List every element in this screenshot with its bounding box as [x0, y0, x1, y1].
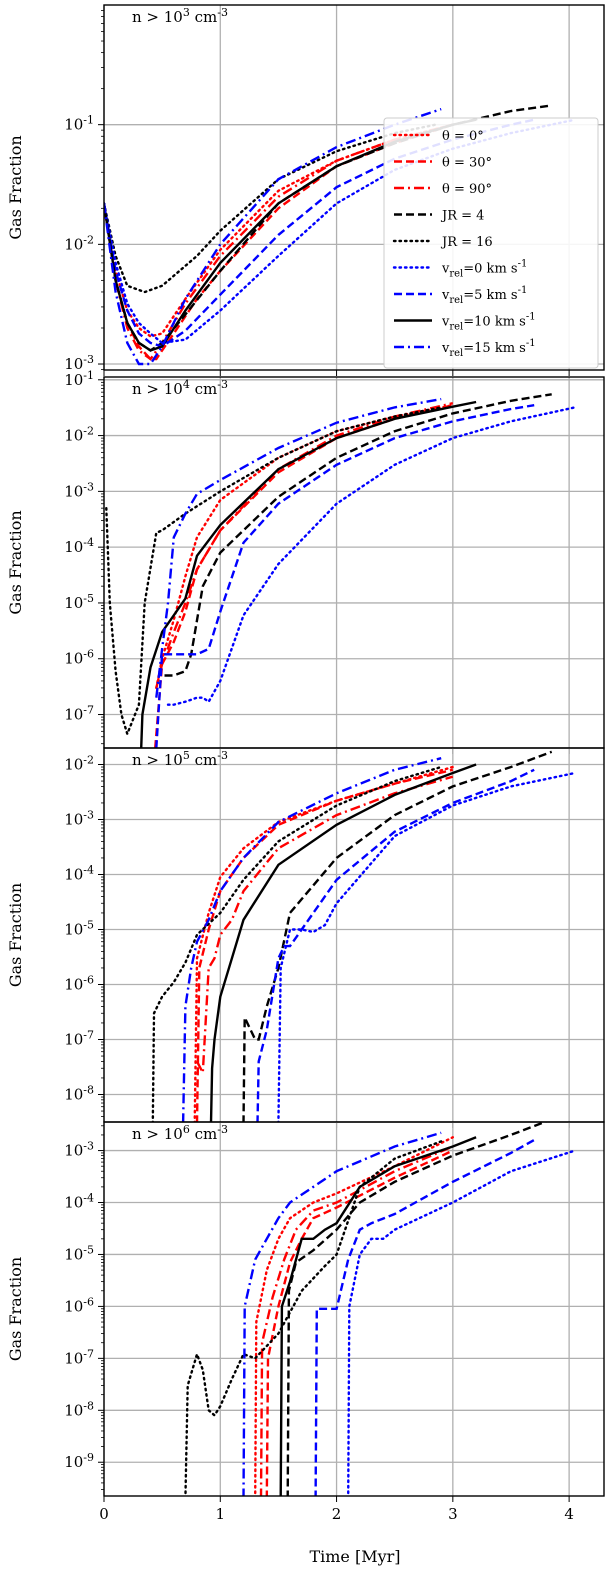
- x-tick-label: 0: [99, 1505, 109, 1523]
- y-tick-label: 10-6: [64, 648, 94, 668]
- y-tick-label: 10-9: [64, 1451, 94, 1471]
- panel-3: 10-8 10-7 10-6 10-5 10-4 10-3 10-2 n > 105 cm-3…: [6, 747, 605, 1128]
- series-group: [151, 750, 577, 1122]
- y-tick-label: 10-8: [64, 1399, 94, 1419]
- y-tick-label: 10-1: [64, 114, 94, 134]
- series-line-9: [155, 397, 442, 698]
- panel-title: n > 103 cm-3: [132, 6, 228, 26]
- series-line-6: [166, 406, 577, 706]
- panel-4: 10-9 10-8 10-7 10-6 10-5 10-4 10-3 0 1 2 3 4 n > 106…: [6, 1121, 605, 1523]
- legend-label: vrel=10 km s-1: [441, 312, 536, 333]
- legend-label: JR = 4: [440, 209, 484, 224]
- x-tick-label: 3: [448, 1505, 458, 1523]
- y-tick-label: 10-3: [64, 1140, 94, 1160]
- legend-label: θ = 90°: [442, 182, 492, 197]
- series-line-1: [254, 1136, 454, 1496]
- y-tick-label: 10-5: [64, 1243, 94, 1263]
- grid: [103, 1122, 604, 1496]
- y-tick-label: 10-2: [64, 233, 94, 253]
- legend-label: θ = 30°: [442, 156, 492, 171]
- chart-panels: 10-3 10-2 10-1 n > 103 cm-3 Gas Fraction θ = …: [6, 4, 605, 1523]
- x-axis-label: Time [Myr]: [309, 1547, 400, 1566]
- series-line-1: [104, 123, 454, 338]
- series-group: [105, 393, 577, 748]
- y-axis-label: Gas Fraction: [6, 883, 25, 987]
- y-tick-label: 10-3: [64, 480, 94, 500]
- y-tick-label: 10-5: [64, 592, 94, 612]
- y-tick-label: 10-7: [64, 704, 94, 724]
- y-tick-label: 10-5: [64, 919, 94, 939]
- y-tick-label: 10-4: [64, 864, 94, 884]
- y-tick-label: 10-6: [64, 974, 94, 994]
- x-tick-label: 2: [332, 1505, 342, 1523]
- panel-frame: [103, 1121, 605, 1497]
- series-line-3: [195, 775, 454, 1078]
- y-axis-label: Gas Fraction: [6, 1257, 25, 1361]
- series-line-4: [164, 393, 552, 677]
- series-line-9: [242, 1131, 442, 1496]
- y-tick-label: 10-2: [64, 425, 94, 445]
- series-line-3: [259, 1145, 454, 1496]
- series-line-4: [286, 1122, 549, 1496]
- x-tick-label: 4: [564, 1505, 574, 1523]
- y-tick-label: 10-4: [64, 1192, 94, 1212]
- legend-label: vrel=15 km s-1: [441, 338, 536, 359]
- legend-label: vrel=5 km s-1: [441, 285, 527, 306]
- panel-title: n > 105 cm-3: [132, 749, 228, 769]
- series-group: [184, 1122, 577, 1496]
- series-line-5: [184, 1140, 443, 1496]
- panel-2: 10-7 10-6 10-5 10-4 10-3 10-2 10-1 n > 104 cm-3…: [6, 369, 605, 754]
- y-tick-label: 10-2: [64, 754, 94, 774]
- panel-title: n > 106 cm-3: [132, 1123, 228, 1143]
- legend-label: θ = 0°: [442, 129, 484, 144]
- series-line-1: [193, 765, 454, 1122]
- series-line-7: [155, 404, 535, 748]
- panel-frame: [103, 4, 605, 371]
- y-axis-label: Gas Fraction: [6, 135, 25, 239]
- legend-box: [383, 117, 599, 369]
- y-tick-label: 10-7: [64, 1029, 94, 1049]
- series-line-5: [105, 406, 443, 738]
- y-axis-label: Gas Fraction: [6, 510, 25, 614]
- series-line-8: [279, 1136, 477, 1496]
- series-line-7: [314, 1138, 535, 1496]
- series-line-9: [181, 757, 442, 1122]
- series-line-5: [104, 123, 437, 294]
- series-line-1: [155, 404, 454, 690]
- series-line-3: [155, 402, 454, 689]
- x-tick-label: 1: [216, 1505, 226, 1523]
- series-line-5: [151, 765, 443, 1122]
- series-line-8: [209, 763, 477, 1122]
- y-tick-label: 10-7: [64, 1347, 94, 1367]
- series-line-7: [104, 118, 535, 348]
- y-tick-label: 10-8: [64, 1084, 94, 1104]
- legend: θ = 0° θ = 30° θ = 90° JR = 4 JR = 16 vrel=0 …: [383, 117, 599, 369]
- grid: [103, 377, 604, 748]
- series-line-7: [256, 768, 535, 1122]
- y-tick-label: 10-1: [64, 369, 94, 389]
- series-line-8: [140, 400, 477, 748]
- legend-label: vrel=0 km s-1: [441, 259, 527, 280]
- series-line-9: [104, 107, 442, 366]
- series-line-4: [242, 750, 553, 1122]
- series-line-6: [347, 1149, 577, 1496]
- panel-title: n > 104 cm-3: [132, 378, 228, 398]
- panel-frame: [103, 747, 605, 1123]
- y-tick-label: 10-6: [64, 1295, 94, 1315]
- series-line-6: [277, 771, 577, 1122]
- y-tick-label: 10-3: [64, 809, 94, 829]
- legend-label: JR = 16: [440, 235, 493, 250]
- grid: [103, 748, 604, 1122]
- y-tick-label: 10-4: [64, 536, 94, 556]
